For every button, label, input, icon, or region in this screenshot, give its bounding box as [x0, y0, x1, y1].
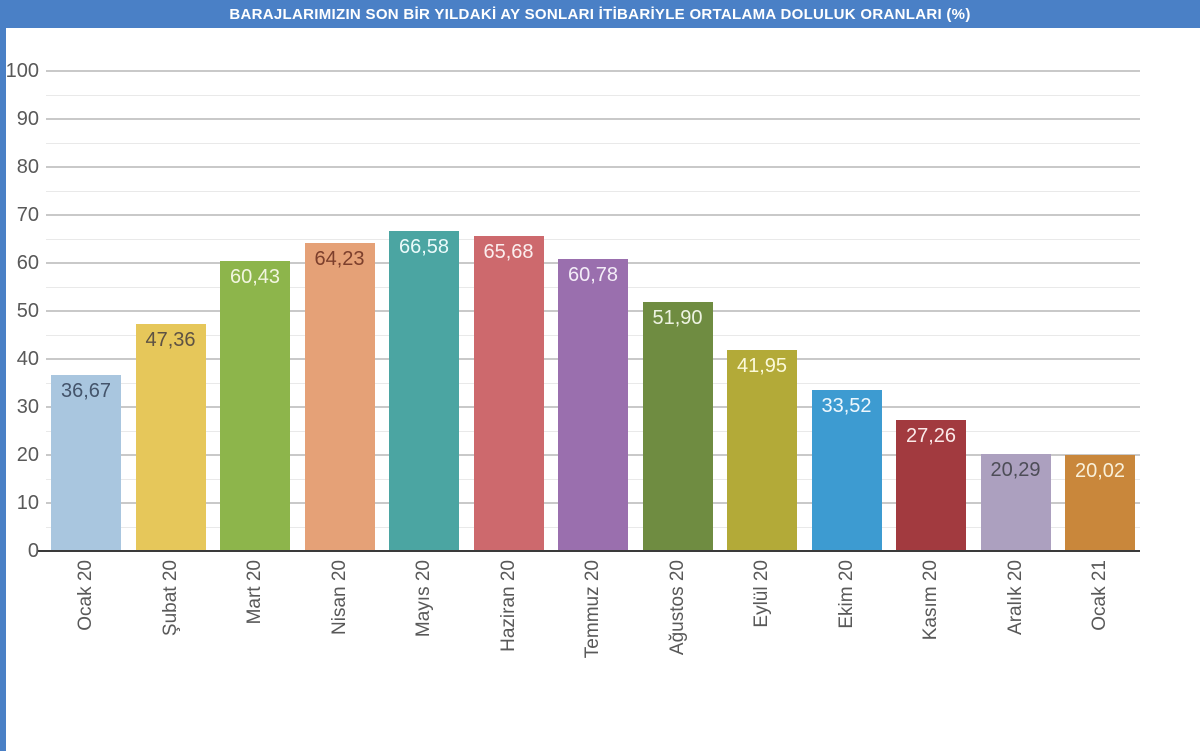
x-axis-tick-label: Aralık 20 [1004, 560, 1026, 635]
y-axis-tick-label: 80 [16, 156, 39, 178]
x-axis-tick-label: Eylül 20 [751, 560, 772, 628]
x-axis-tick-label: Mart 20 [244, 560, 265, 625]
x-axis-tick: Haziran 20 [474, 560, 544, 695]
bar-value-label: 27,26 [905, 425, 957, 448]
bar-value-label: 60,78 [567, 264, 619, 287]
bar: 27,26 [896, 420, 966, 551]
x-axis-tick: Ocak 20 [51, 560, 121, 695]
bar: 20,02 [1065, 454, 1135, 551]
bar: 65,68 [473, 235, 544, 551]
x-axis-tick-label: Kasım 20 [920, 560, 941, 641]
bar-value-label: 66,58 [398, 236, 450, 259]
y-axis-tick-label: 30 [16, 396, 39, 418]
y-axis-tick-label: 100 [5, 60, 39, 82]
x-axis-tick: Mart 20 [220, 560, 290, 695]
x-axis-tick: Ekim 20 [812, 560, 882, 695]
bar-value-label: 65,68 [483, 240, 534, 263]
y-axis-tick-label: 20 [16, 444, 39, 466]
x-axis-tick-label: Ocak 21 [1089, 560, 1110, 631]
bar: 41,95 [727, 349, 797, 551]
bar: 51,90 [642, 301, 713, 551]
bar-value-label: 33,52 [821, 395, 872, 418]
y-axis-tick-label: 50 [16, 300, 39, 322]
left-accent-border [0, 27, 6, 751]
y-axis-tick-label: 60 [16, 252, 39, 274]
bar: 60,78 [558, 259, 628, 551]
bar-value-label: 20,02 [1074, 459, 1126, 482]
gridline-minor [46, 95, 1140, 96]
x-axis-tick: Nisan 20 [305, 560, 375, 695]
x-axis-tick: Temmuz 20 [558, 560, 628, 695]
x-axis-line [38, 550, 1140, 552]
x-axis-tick-label: Haziran 20 [497, 560, 519, 652]
x-axis-tick: Ocak 21 [1065, 560, 1135, 695]
gridline-major [46, 70, 1140, 72]
bar: 60,43 [220, 260, 290, 551]
bar: 66,58 [389, 231, 459, 551]
x-axis-tick-label: Ocak 20 [75, 560, 96, 631]
x-axis-tick-label: Ağustos 20 [666, 560, 688, 656]
x-axis-tick: Aralık 20 [981, 560, 1051, 695]
gridline-major [46, 118, 1140, 120]
plot-area: 36,67 47,36 60,43 64,23 66,58 65,68 60,78 51,90… [46, 70, 1140, 551]
bar-value-label: 41,95 [736, 354, 788, 377]
gridline-minor [46, 239, 1140, 240]
gridline-minor [46, 191, 1140, 192]
y-axis-tick-label: 10 [16, 492, 39, 514]
y-axis: 0 10 20 30 40 50 60 70 80 90 100 [4, 60, 42, 562]
bar-value-label: 60,43 [229, 265, 281, 288]
y-axis-tick-label: 90 [16, 108, 39, 130]
x-axis-tick-label: Ekim 20 [835, 560, 857, 629]
y-axis-tick-label: 40 [16, 348, 39, 370]
x-axis-tick: Eylül 20 [727, 560, 797, 695]
bar: 47,36 [135, 323, 206, 551]
bar: 33,52 [811, 390, 882, 551]
gridline-major [46, 214, 1140, 216]
bar-value-label: 64,23 [314, 247, 365, 270]
x-axis-tick-label: Nisan 20 [328, 560, 350, 635]
x-axis-tick: Mayıs 20 [389, 560, 459, 695]
bar-value-label: 20,29 [990, 458, 1041, 481]
x-axis-tick-label: Temmuz 20 [582, 560, 603, 659]
x-axis-tick: Kasım 20 [896, 560, 966, 695]
gridline-minor [46, 143, 1140, 144]
bar-value-label: 51,90 [652, 306, 703, 329]
bar: 20,29 [980, 453, 1051, 551]
bar-value-label: 36,67 [60, 379, 112, 402]
bar-value-label: 47,36 [145, 328, 196, 351]
x-axis-tick-label: Şubat 20 [159, 560, 181, 637]
bar: 36,67 [51, 374, 121, 551]
bar: 64,23 [304, 242, 375, 551]
chart-title-bar: BARAJLARIMIZIN SON BİR YILDAKİ AY SONLAR… [0, 0, 1200, 28]
x-axis: Ocak 20 Şubat 20 Mart 20 Nisan 20 Mayıs 20 Ha… [46, 560, 1140, 695]
x-axis-tick: Şubat 20 [136, 560, 206, 695]
chart-title: BARAJLARIMIZIN SON BİR YILDAKİ AY SONLAR… [229, 5, 971, 23]
y-axis-tick-label: 0 [27, 540, 39, 562]
bar-series: 36,67 47,36 60,43 64,23 66,58 65,68 60,78 51,90… [46, 71, 1140, 551]
x-axis-tick: Ağustos 20 [643, 560, 713, 695]
y-axis-tick-label: 70 [16, 204, 39, 226]
gridline-major [46, 166, 1140, 168]
x-axis-tick-label: Mayıs 20 [413, 560, 434, 638]
